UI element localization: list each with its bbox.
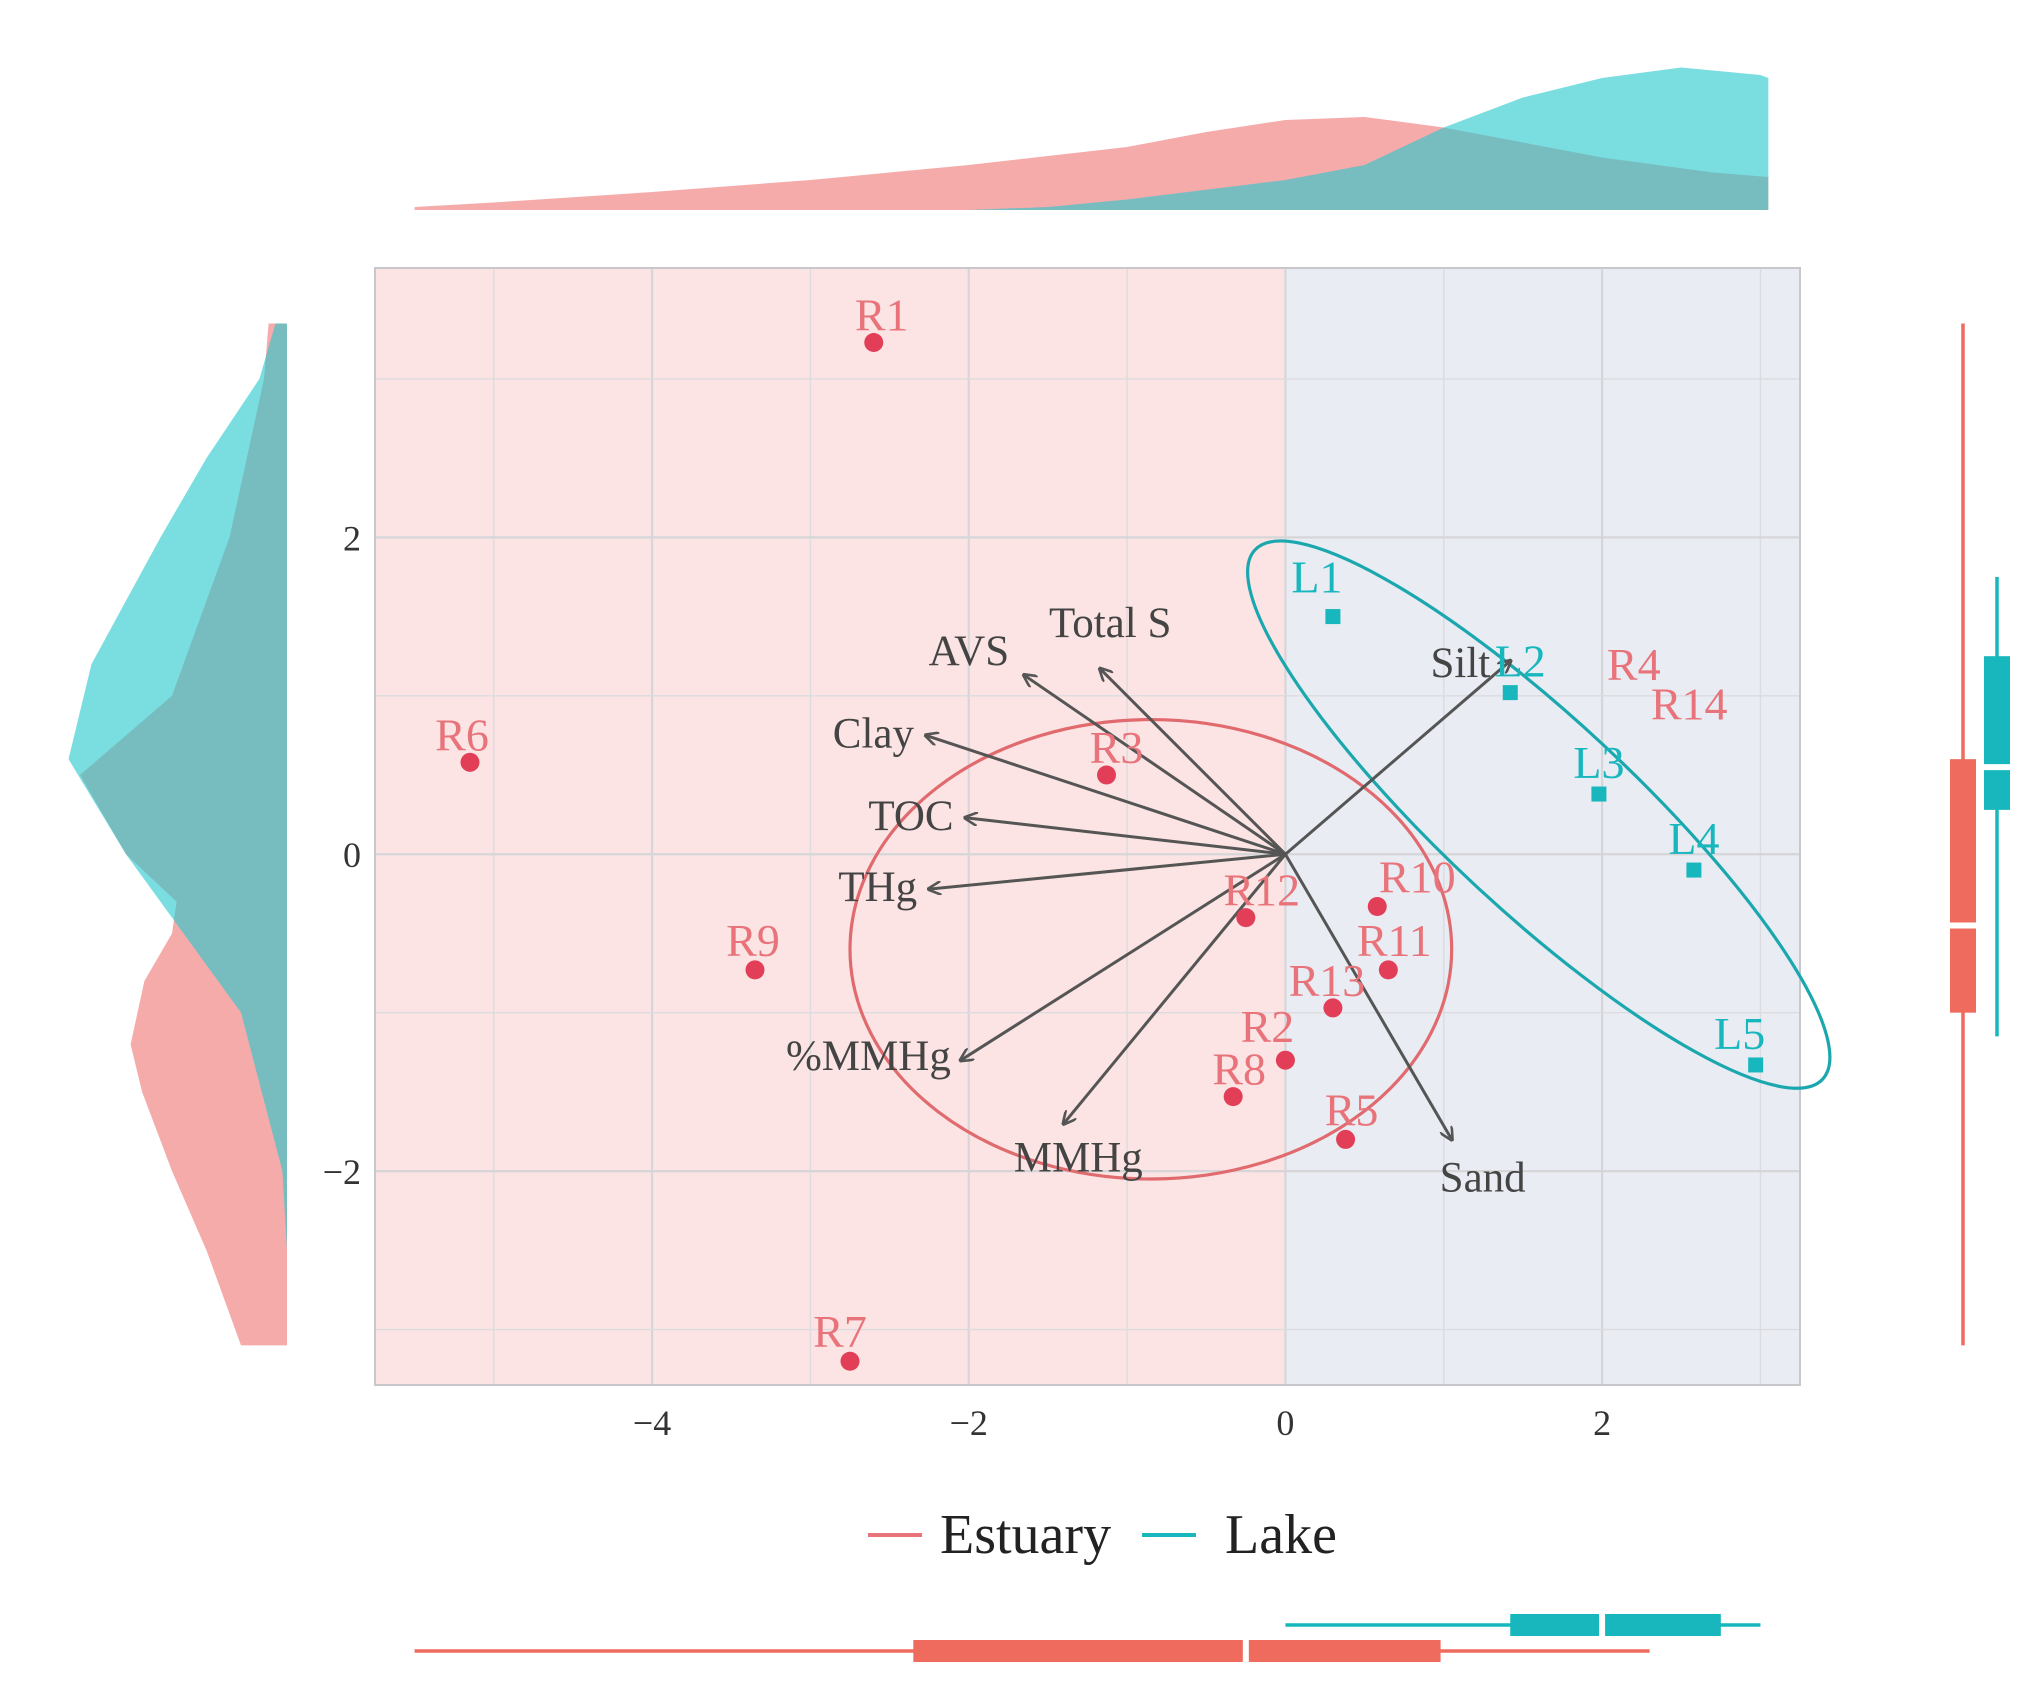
plot-border (374, 267, 1801, 1386)
point-marker (1325, 609, 1341, 625)
boxplot-x-box (1510, 1614, 1603, 1636)
loading-label: MMHg (1014, 1135, 1143, 1182)
point-label: R4 (1607, 639, 1661, 690)
y-tick-label: −2 (323, 1152, 361, 1192)
point-marker (1591, 786, 1607, 802)
loading-label: Clay (833, 710, 915, 757)
y-tick-label: 2 (343, 518, 361, 558)
legend-label-estuary: Estuary (940, 1504, 1111, 1566)
loading-label: THg (838, 864, 917, 911)
marginal-density-y (68, 323, 287, 1346)
point-label: L4 (1668, 813, 1719, 864)
point-marker (460, 752, 480, 772)
x-tick-label: 2 (1593, 1403, 1611, 1443)
boxplot-x-box (913, 1640, 1246, 1662)
boxplot-x-box (1245, 1640, 1441, 1662)
point-label: R7 (813, 1306, 867, 1357)
loading-arrow (926, 735, 1286, 856)
density-x-lake (968, 67, 1769, 210)
point-marker (745, 960, 765, 980)
point-label: R1 (855, 289, 909, 340)
boxplot-y-box (1950, 759, 1976, 926)
loading-label: Total S (1049, 600, 1171, 647)
grid (375, 268, 1800, 1385)
point-label: R11 (1357, 915, 1432, 966)
point-label: R3 (1090, 722, 1144, 773)
point-marker (1223, 1087, 1243, 1107)
point-marker (1097, 765, 1116, 785)
point-label: R10 (1379, 852, 1456, 903)
boxplot-x-box (1602, 1614, 1721, 1636)
point-label: R14 (1651, 679, 1728, 730)
boxplot-y-box (1984, 767, 2010, 810)
background-region (375, 268, 1286, 1385)
point-marker (1367, 897, 1387, 917)
boxplot-y-box (1950, 925, 1976, 1013)
loading-arrow (966, 818, 1286, 856)
loading-arrow (1284, 661, 1510, 856)
point-marker (1502, 685, 1518, 701)
loading-arrow (961, 852, 1287, 1060)
boxplot-y-box (1984, 656, 2010, 768)
point-label: R9 (726, 915, 780, 966)
point-marker (1323, 998, 1343, 1018)
point-label: L3 (1573, 737, 1624, 788)
ellipse-lake (1246, 539, 1832, 1090)
marginal-boxplot-y (1948, 323, 2012, 1346)
point-label: R2 (1241, 1001, 1295, 1052)
y-tick-label: 0 (343, 835, 361, 875)
x-tick-label: −4 (633, 1403, 671, 1443)
point-label: R12 (1223, 865, 1300, 916)
point-label: L1 (1291, 552, 1342, 603)
loading-arrow (929, 852, 1286, 889)
loading-label: TOC (868, 793, 953, 840)
point-marker (864, 332, 884, 352)
point-marker (840, 1351, 860, 1371)
loading-arrows: Total S AVS Clay TOC THg %MMHg MMHg Silt Sand (786, 600, 1526, 1202)
x-tick-label: −2 (950, 1403, 988, 1443)
point-marker (1236, 908, 1256, 928)
axis-ticks: −4 −2 0 2 2 0 −2 (323, 518, 1611, 1443)
density-y-lake (68, 323, 287, 1251)
sample-points: R1 R2 R3 R4 R5 R6 R7 R8 R9 R10 R11 R12 R13 R14 L1 L2 L3 L… (435, 289, 1765, 1371)
background-region (1285, 268, 1800, 1385)
plot-frame (374, 267, 1801, 1386)
marginal-density-x (414, 67, 1769, 210)
loading-arrow (1284, 853, 1451, 1139)
background-regions (375, 268, 1800, 1385)
point-label: L2 (1495, 636, 1546, 687)
point-marker (1275, 1050, 1295, 1070)
loading-arrow (1100, 669, 1287, 856)
loading-label: Silt (1430, 640, 1490, 687)
point-label: R5 (1325, 1084, 1379, 1135)
point-label: L5 (1714, 1008, 1765, 1059)
loading-label: AVS (929, 628, 1009, 675)
legend: Estuary Lake (868, 1504, 1337, 1566)
legend-label-lake: Lake (1225, 1504, 1337, 1566)
loading-arrow (1064, 853, 1287, 1123)
loading-arrow (1024, 675, 1287, 856)
marginal-boxplot-x (414, 1612, 1761, 1664)
point-marker (1748, 1057, 1764, 1073)
point-label: R6 (435, 709, 489, 760)
x-tick-label: 0 (1276, 1403, 1294, 1443)
point-label: R8 (1212, 1044, 1266, 1095)
loading-label: %MMHg (786, 1033, 951, 1080)
point-marker (1336, 1129, 1356, 1149)
point-marker (1686, 862, 1702, 878)
point-label: R13 (1289, 955, 1366, 1006)
loading-label: Sand (1440, 1154, 1526, 1201)
point-marker (1378, 960, 1398, 980)
